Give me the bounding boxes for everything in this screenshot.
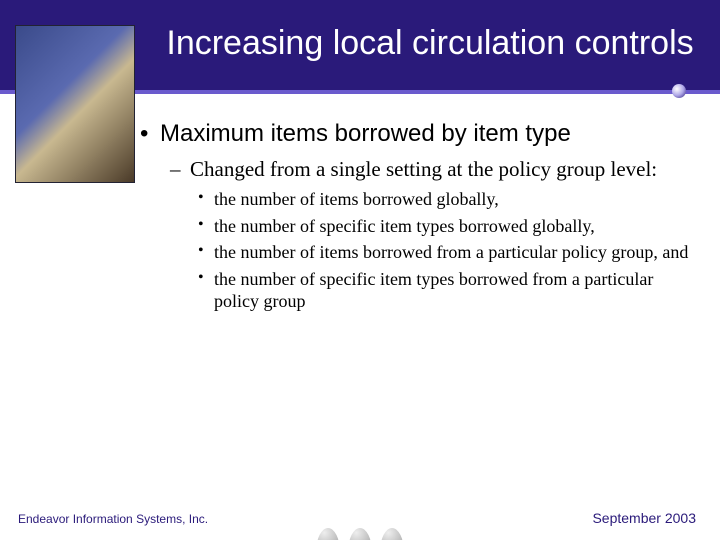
bullet-level1: Maximum items borrowed by item type <box>140 120 700 148</box>
slide: Increasing local circulation controls Ma… <box>0 0 720 540</box>
bullet-level3: the number of items borrowed globally, <box>198 188 700 211</box>
slide-title: Increasing local circulation controls <box>150 24 710 63</box>
bullet-level3: the number of specific item types borrow… <box>198 268 700 313</box>
bullet-level3: the number of specific item types borrow… <box>198 215 700 238</box>
bullet-level3: the number of items borrowed from a part… <box>198 241 700 264</box>
corner-image-books <box>15 25 135 183</box>
bullet-level2: Changed from a single setting at the pol… <box>170 156 700 182</box>
accent-dot-icon <box>672 84 686 98</box>
circle-icon <box>380 528 404 540</box>
circle-icon <box>348 528 372 540</box>
footer-date: September 2003 <box>592 510 696 526</box>
footer-decorative-circles <box>316 516 404 540</box>
slide-body: Maximum items borrowed by item type Chan… <box>140 110 700 317</box>
circle-icon <box>316 528 340 540</box>
footer-company: Endeavor Information Systems, Inc. <box>18 512 208 526</box>
